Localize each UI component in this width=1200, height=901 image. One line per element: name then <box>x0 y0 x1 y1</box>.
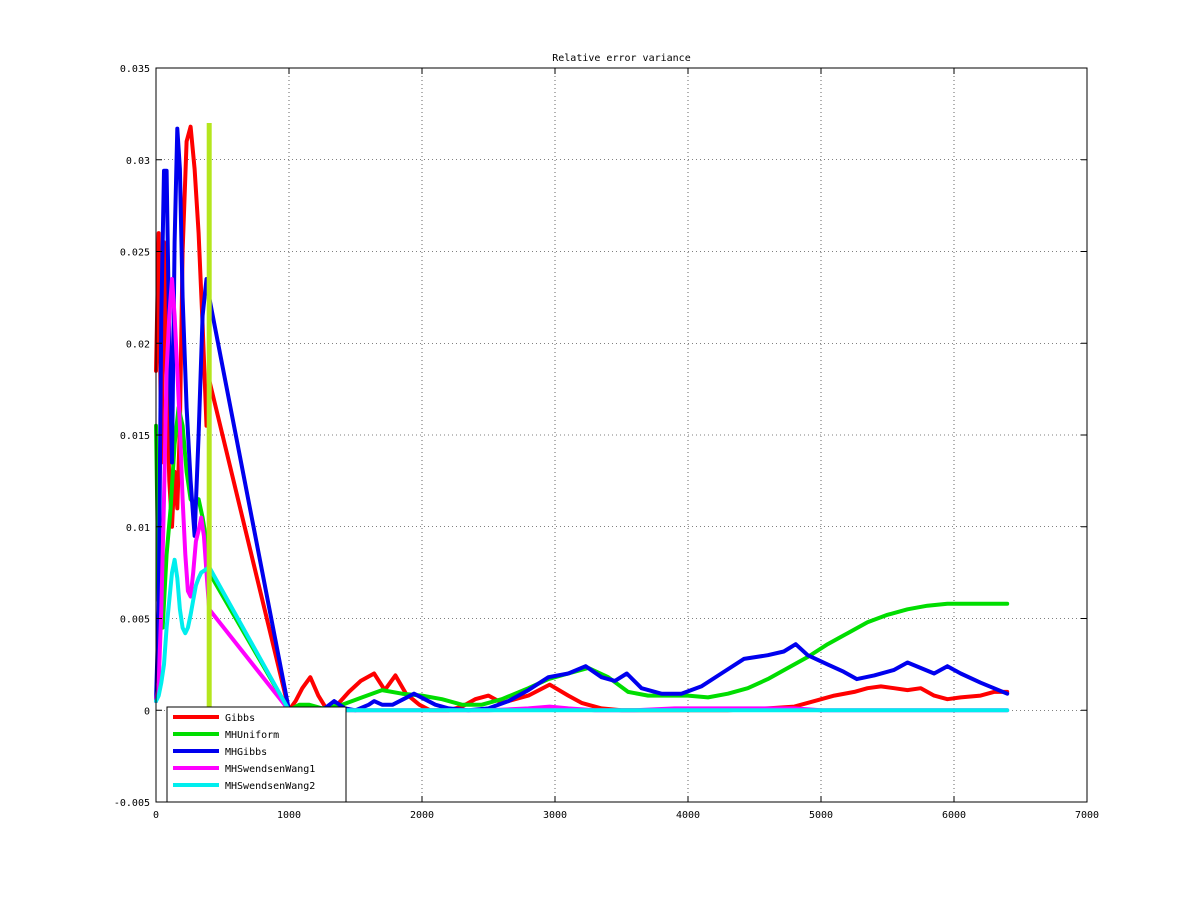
y-tick-label: 0.02 <box>126 339 150 350</box>
x-tick-label: 0 <box>153 810 159 821</box>
y-tick-label: 0.035 <box>120 64 150 75</box>
legend-label: MHGibbs <box>225 747 267 758</box>
series-lines <box>154 124 1010 713</box>
x-tick-label: 5000 <box>809 810 833 821</box>
y-tick-label: -0.005 <box>114 798 150 809</box>
y-tick-label: 0.03 <box>126 156 150 167</box>
y-tick-label: 0.025 <box>120 248 150 259</box>
x-tick-label: 2000 <box>410 810 434 821</box>
legend-label: Gibbs <box>225 713 255 724</box>
series-line-gibbs <box>154 124 1010 713</box>
y-tick-label: 0.01 <box>126 523 150 534</box>
legend: Gibbs MHUniform MHGibbs MHSwendsenWang1 MHSw… <box>166 706 347 803</box>
y-tick-label: 0.015 <box>120 431 150 442</box>
legend-label: MHSwendsenWang1 <box>225 764 315 775</box>
x-tick-label: 6000 <box>942 810 966 821</box>
legend-label: MHUniform <box>225 730 279 741</box>
chart-title: Relative error variance <box>552 53 690 64</box>
x-tick-label: 7000 <box>1075 810 1099 821</box>
x-tick-label: 3000 <box>543 810 567 821</box>
axis-ticks: 0 1000 2000 3000 4000 5000 6000 7000-0.00500.00… <box>114 64 1099 821</box>
y-tick-label: 0.005 <box>120 615 150 626</box>
y-tick-label: 0 <box>144 706 150 717</box>
series-line-mhswendsenwang2 <box>154 557 1010 713</box>
legend-label: MHSwendsenWang2 <box>225 781 315 792</box>
x-tick-label: 1000 <box>277 810 301 821</box>
x-tick-label: 4000 <box>676 810 700 821</box>
